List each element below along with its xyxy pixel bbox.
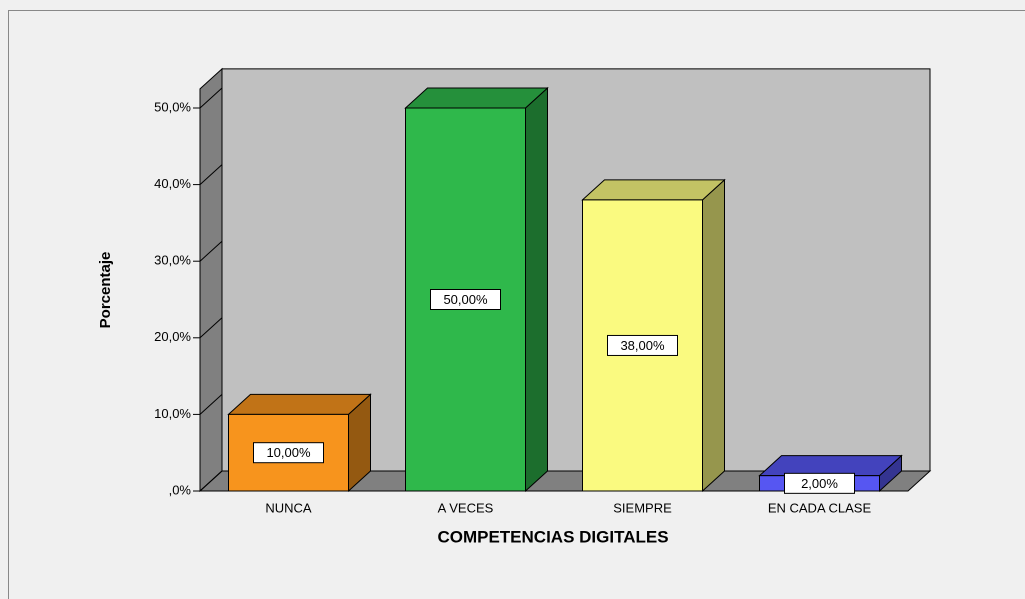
y-tick-label: 40,0% [154, 176, 191, 191]
side-grid-line [199, 394, 223, 415]
value-label-box [607, 334, 678, 356]
value-label: 10,00% [266, 445, 311, 460]
y-tick-label: 30,0% [154, 253, 191, 268]
side-grid-line [199, 240, 223, 262]
value-label-box [430, 289, 501, 310]
bar-top [404, 87, 549, 109]
x-tick-label: SIEMPRE [613, 500, 672, 515]
y-tick-label: 10,0% [154, 406, 191, 421]
side-grid-line [199, 164, 223, 185]
value-label: 2,00% [801, 476, 838, 491]
x-tick-label: A VECES [438, 500, 494, 515]
value-label: 50,00% [443, 292, 488, 307]
side-wall [199, 67, 223, 493]
value-label: 38,00% [620, 338, 665, 353]
y-tick-label: 20,0% [154, 329, 191, 344]
y-axis-title: Porcentaje [97, 252, 114, 329]
y-tick-label: 50,0% [154, 99, 191, 114]
side-grid-line [199, 317, 223, 339]
bar-top [581, 179, 726, 201]
bar-side [525, 86, 548, 493]
x-tick-label: NUNCA [265, 500, 312, 515]
bar-top [758, 455, 903, 477]
value-label-box [784, 472, 855, 494]
bar-top [227, 393, 372, 415]
side-grid-line [199, 87, 223, 109]
side-grid-line [199, 470, 223, 492]
value-label-box [253, 442, 324, 464]
x-tick-label: EN CADA CLASE [768, 500, 872, 515]
bar-side [702, 178, 725, 493]
y-tick-label: ,0% [169, 482, 192, 497]
x-axis-title: COMPETENCIAS DIGITALES [437, 527, 668, 546]
